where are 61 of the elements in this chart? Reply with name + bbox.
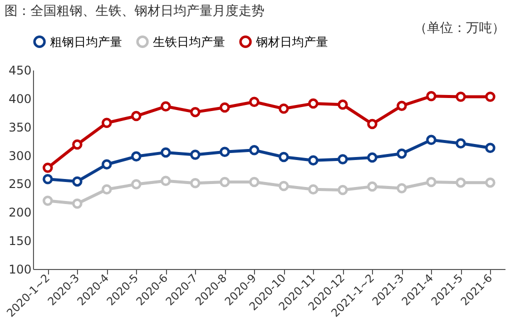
point — [220, 176, 230, 188]
point — [308, 155, 318, 166]
point — [190, 106, 200, 118]
point — [367, 181, 378, 192]
point — [249, 145, 260, 156]
y-tick-label: 450 — [8, 64, 32, 78]
point — [160, 147, 171, 158]
point — [456, 177, 466, 188]
point — [396, 100, 407, 111]
point — [278, 180, 289, 192]
point — [160, 176, 171, 186]
point — [278, 104, 289, 114]
point — [131, 151, 142, 162]
point — [102, 118, 112, 128]
point — [426, 176, 436, 188]
point — [396, 148, 407, 159]
y-tick-label: 100 — [8, 262, 32, 276]
point — [42, 162, 53, 173]
point — [308, 98, 318, 109]
point — [278, 152, 289, 162]
point — [308, 184, 318, 195]
point — [485, 142, 496, 154]
y-tick-label: 400 — [8, 92, 32, 106]
point — [42, 174, 53, 184]
point — [426, 91, 436, 102]
point — [338, 100, 348, 110]
point — [396, 183, 407, 194]
y-tick-label: 250 — [8, 177, 32, 192]
y-tick-label: 150 — [8, 234, 32, 248]
y-tick-label: 350 — [8, 120, 32, 134]
point — [249, 96, 260, 107]
legend-label: 钢材日均产量 — [255, 34, 328, 49]
legend-label: 粗钢日均产量 — [50, 34, 122, 49]
point — [72, 176, 82, 187]
point — [338, 154, 348, 164]
point — [102, 184, 112, 195]
text: （单位：万吨） — [414, 21, 505, 36]
point — [485, 92, 496, 102]
point — [160, 101, 171, 112]
legend-label: 生铁日均产量 — [153, 34, 225, 49]
chart-title: 图：全国粗钢、生铁、钢材日均产量月度走势 — [4, 3, 264, 19]
point — [426, 134, 436, 146]
point — [190, 178, 200, 188]
point — [338, 184, 348, 196]
y-tick-label: 300 — [8, 148, 32, 163]
point — [72, 198, 82, 209]
point — [72, 139, 82, 150]
point — [249, 176, 260, 188]
point — [456, 92, 466, 102]
point — [485, 177, 496, 188]
point — [131, 179, 142, 190]
point — [190, 150, 200, 160]
point — [220, 102, 230, 113]
point — [367, 152, 378, 163]
point — [220, 146, 230, 157]
point — [42, 196, 53, 206]
point — [131, 110, 142, 122]
point — [102, 159, 112, 170]
y-tick-label: 200 — [8, 206, 32, 220]
point — [367, 118, 378, 130]
point — [456, 138, 466, 148]
